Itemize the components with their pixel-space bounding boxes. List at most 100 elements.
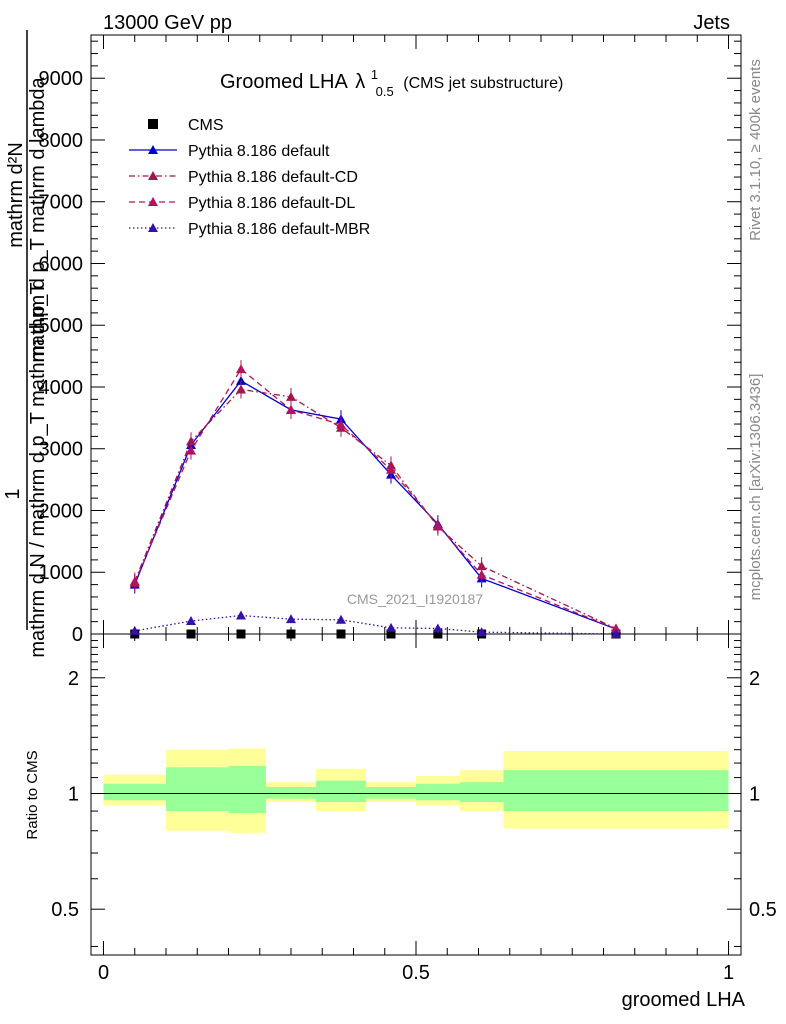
series-marker (236, 375, 246, 385)
main-y-tick-label: 9000 (39, 68, 84, 90)
series-marker (129, 577, 140, 587)
series-marker (236, 384, 246, 394)
legend-entry: Pythia 8.186 default-CD (129, 169, 358, 186)
series-marker (286, 614, 296, 624)
cms-data-point (236, 629, 246, 639)
ratio-y-axis-title: Ratio to CMS (24, 750, 41, 839)
side-label-rivet: Rivet 3.1.10, ≥ 400k events (747, 59, 764, 241)
y-axis-title-numerator: 1 (2, 488, 24, 499)
series-marker (386, 464, 396, 474)
main-y-tick-label: 7000 (39, 192, 84, 214)
series-marker (186, 616, 196, 626)
legend-marker-triangle (148, 145, 158, 154)
header-process-label: Jets (693, 12, 730, 34)
plot-title-main: Groomed LHA (220, 71, 348, 93)
series-marker (386, 622, 396, 632)
series-marker (611, 623, 621, 633)
series-marker (236, 610, 246, 620)
legend-label: CMS (188, 117, 224, 134)
series-line (134, 614, 617, 635)
side-label-mcplots: mcplots.cern.ch [arXiv:1306.3436] (747, 374, 764, 601)
series-marker (286, 404, 296, 414)
legend-entry: Pythia 8.186 default (129, 143, 330, 160)
main-y-tick-label: 1000 (39, 562, 84, 584)
series-marker (476, 627, 487, 637)
main-y-tick-label: 5000 (39, 315, 84, 337)
cms-data-point (433, 629, 443, 639)
plot-title-note: (CMS jet substructure) (403, 75, 563, 92)
legend-entry: CMS (148, 117, 224, 134)
main-y-ticks (91, 40, 741, 635)
legend-label: Pythia 8.186 default-DL (188, 195, 355, 212)
ratio-y-tick-label-right: 0.5 (749, 899, 777, 921)
x-axis-tick-labels: 0 0.5 1 (98, 962, 734, 984)
legend-marker-triangle (148, 197, 158, 206)
analysis-watermark: CMS_2021_I1920187 (347, 591, 483, 607)
main-y-tick-label: 6000 (39, 253, 84, 275)
cms-data-point (386, 629, 396, 639)
y-axis-title-top: mathrm d²N (5, 142, 27, 248)
series-marker (336, 614, 346, 624)
plot-title-lambda: λ (355, 71, 365, 93)
ratio-y-tick-label-right: 1 (749, 783, 760, 805)
y-axis-title-top-sub: mathrm d p_T mathrm d lambda (27, 76, 49, 362)
main-y-tick-label: 8000 (39, 130, 84, 152)
legend-label: Pythia 8.186 default-CD (188, 169, 358, 186)
header-energy-label: 13000 GeV pp (103, 12, 232, 34)
series-marker (186, 436, 196, 446)
x-tick-label: 0 (98, 962, 109, 984)
ratio-y-tick-label-right: 2 (749, 668, 760, 690)
series-marker (611, 629, 621, 638)
ratio-y-tick-label-left: 1 (68, 783, 79, 805)
ratio-band-inner (316, 780, 366, 803)
ratio-band-inner (503, 770, 729, 812)
series-4 (129, 610, 621, 638)
ratio-band-inner (416, 783, 460, 801)
series-3 (129, 360, 621, 633)
plot-title: Groomed LHA λ 1 0.5 (CMS jet substructur… (220, 62, 563, 101)
main-y-tick-label: 2000 (39, 500, 84, 522)
series-marker (186, 445, 196, 455)
legend-marker-triangle (148, 223, 158, 232)
cms-data-point (186, 629, 196, 639)
series-marker (336, 419, 346, 429)
series-marker (432, 520, 443, 530)
plot-title-sub: 0.5 (376, 84, 394, 99)
series-group (129, 360, 621, 639)
main-y-tick-label: 3000 (39, 439, 84, 461)
ratio-band-inner (366, 786, 416, 799)
ratio-band-inner (459, 782, 504, 803)
series-marker (432, 623, 443, 633)
ratio-y-ticks (91, 640, 741, 947)
ratio-y-tick-label-left: 0.5 (51, 899, 79, 921)
y-axis-title-bottom: mathrm d N / mathrm d p_T mathrm d p_T (27, 282, 49, 657)
legend-entry: Pythia 8.186 default-MBR (129, 221, 370, 238)
legend-marker-triangle (148, 171, 158, 180)
main-y-tick-label: 0 (72, 624, 83, 646)
ratio-band-inner (266, 786, 316, 799)
ratio-band-inner (228, 765, 266, 813)
ratio-band-inner (166, 767, 229, 812)
legend-entry: Pythia 8.186 default-DL (129, 195, 355, 212)
series-marker (129, 625, 140, 635)
legend-label: Pythia 8.186 default-MBR (188, 221, 370, 238)
series-marker (476, 561, 487, 571)
x-tick-label: 0.5 (402, 962, 430, 984)
x-axis-title: groomed LHA (622, 989, 746, 1011)
series-marker (476, 569, 487, 579)
series-line (134, 368, 617, 630)
plot-title-sup: 1 (371, 67, 378, 82)
cms-data-point (336, 629, 346, 639)
series-marker (286, 391, 296, 401)
legend-label: Pythia 8.186 default (188, 143, 330, 160)
cms-data-point (286, 629, 296, 639)
legend-marker-square (148, 119, 158, 129)
legend: CMS Pythia 8.186 default Pythia 8.186 defa… (129, 117, 370, 238)
ratio-y-tick-labels: 0.5 0.5 1 1 2 2 (51, 668, 777, 921)
ratio-bands (103, 748, 729, 833)
ratio-y-tick-label-left: 2 (68, 668, 79, 690)
main-y-tick-label: 4000 (39, 377, 84, 399)
series-marker (236, 364, 246, 374)
main-y-tick-labels: 0 1000 2000 3000 4000 5000 6000 7000 8000 9000 (39, 68, 84, 646)
